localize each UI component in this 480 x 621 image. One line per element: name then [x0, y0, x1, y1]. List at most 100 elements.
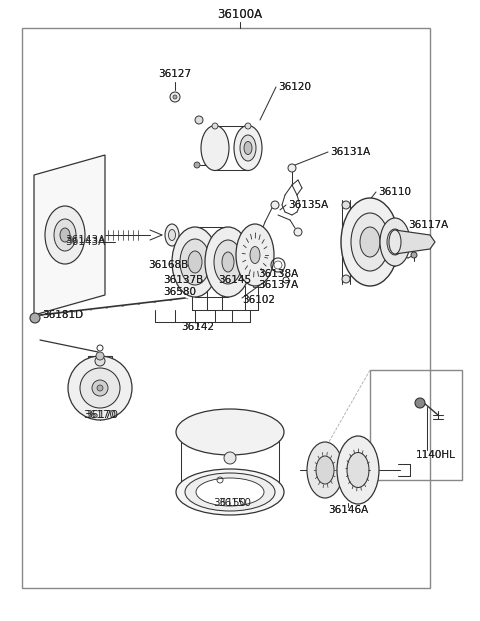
Circle shape — [80, 368, 120, 408]
Circle shape — [411, 252, 417, 258]
Ellipse shape — [54, 219, 76, 251]
Bar — [253, 281, 263, 287]
Ellipse shape — [172, 227, 218, 297]
Ellipse shape — [205, 227, 251, 297]
Circle shape — [173, 95, 177, 99]
Ellipse shape — [236, 224, 274, 286]
Ellipse shape — [316, 456, 334, 484]
Bar — [22, 28, 430, 588]
Circle shape — [195, 116, 203, 124]
Circle shape — [194, 162, 200, 168]
Text: 36146A: 36146A — [328, 505, 368, 515]
Circle shape — [95, 356, 105, 366]
Ellipse shape — [201, 125, 229, 171]
Text: 36145: 36145 — [218, 275, 251, 285]
Text: 36110: 36110 — [378, 187, 411, 197]
Text: 36580: 36580 — [163, 287, 196, 297]
Bar — [108, 390, 116, 402]
Text: 1140HL: 1140HL — [416, 450, 456, 460]
Ellipse shape — [188, 251, 202, 273]
Text: 36146A: 36146A — [328, 505, 368, 515]
Text: 36170: 36170 — [85, 410, 119, 420]
Text: 36131A: 36131A — [330, 147, 370, 157]
Bar — [370, 370, 462, 480]
Bar — [88, 356, 112, 372]
Ellipse shape — [380, 218, 410, 266]
Bar — [108, 376, 116, 388]
Text: 36102: 36102 — [242, 295, 275, 305]
Text: 36100A: 36100A — [217, 7, 263, 20]
Text: 36181D: 36181D — [42, 310, 83, 320]
Circle shape — [30, 313, 40, 323]
Text: 36170: 36170 — [84, 410, 117, 420]
Ellipse shape — [389, 230, 401, 254]
Ellipse shape — [351, 213, 389, 271]
Ellipse shape — [180, 239, 210, 285]
Text: 36135A: 36135A — [288, 200, 328, 210]
Text: 36137B: 36137B — [163, 275, 203, 285]
Circle shape — [253, 247, 263, 257]
Ellipse shape — [176, 469, 284, 515]
Text: 36137A: 36137A — [258, 280, 298, 290]
Ellipse shape — [196, 478, 264, 506]
Text: 36135A: 36135A — [288, 200, 328, 210]
Circle shape — [415, 398, 425, 408]
Circle shape — [212, 123, 218, 129]
Text: 36150: 36150 — [218, 498, 252, 508]
Ellipse shape — [165, 224, 179, 246]
Text: 36137A: 36137A — [258, 280, 298, 290]
Text: 36142: 36142 — [181, 322, 215, 332]
Ellipse shape — [307, 442, 343, 498]
Text: 36127: 36127 — [158, 69, 192, 79]
Text: 36117A: 36117A — [408, 220, 448, 230]
Circle shape — [245, 123, 251, 129]
Circle shape — [294, 228, 302, 236]
Ellipse shape — [168, 230, 176, 240]
Text: 36137B: 36137B — [163, 275, 203, 285]
Ellipse shape — [222, 252, 234, 272]
Ellipse shape — [244, 142, 252, 155]
Text: 36580: 36580 — [163, 287, 196, 297]
Ellipse shape — [347, 453, 369, 487]
Text: 36168B: 36168B — [148, 260, 188, 270]
Text: 36143A: 36143A — [65, 235, 105, 245]
Ellipse shape — [240, 135, 256, 161]
Circle shape — [97, 385, 103, 391]
Circle shape — [288, 164, 296, 172]
Text: 36102: 36102 — [242, 295, 275, 305]
Text: 36150: 36150 — [214, 498, 247, 508]
Text: 36142: 36142 — [181, 322, 215, 332]
Polygon shape — [395, 230, 435, 254]
Ellipse shape — [214, 240, 242, 284]
Bar — [84, 376, 92, 388]
Ellipse shape — [360, 227, 380, 257]
Circle shape — [342, 201, 350, 209]
Text: 36181D: 36181D — [42, 310, 83, 320]
Text: 36131A: 36131A — [330, 147, 370, 157]
Ellipse shape — [341, 198, 399, 286]
Text: 36168B: 36168B — [148, 260, 188, 270]
Circle shape — [224, 452, 236, 464]
Text: 1140HL: 1140HL — [416, 450, 456, 460]
Text: 36143A: 36143A — [65, 237, 105, 247]
Text: 36117A: 36117A — [408, 220, 448, 230]
Circle shape — [342, 275, 350, 283]
Ellipse shape — [250, 247, 260, 263]
Ellipse shape — [234, 125, 262, 171]
Circle shape — [170, 92, 180, 102]
Text: 36138A: 36138A — [258, 269, 298, 279]
Text: 36127: 36127 — [158, 69, 192, 79]
Ellipse shape — [185, 473, 275, 511]
Circle shape — [68, 356, 132, 420]
Ellipse shape — [60, 228, 70, 242]
Text: 36145: 36145 — [218, 275, 251, 285]
Circle shape — [92, 380, 108, 396]
Bar — [84, 390, 92, 402]
Ellipse shape — [337, 436, 379, 504]
Text: 36110: 36110 — [378, 187, 411, 197]
Polygon shape — [34, 155, 105, 315]
Ellipse shape — [387, 229, 403, 255]
Ellipse shape — [45, 206, 85, 264]
Text: 36100A: 36100A — [217, 7, 263, 20]
Text: 36120: 36120 — [278, 82, 311, 92]
